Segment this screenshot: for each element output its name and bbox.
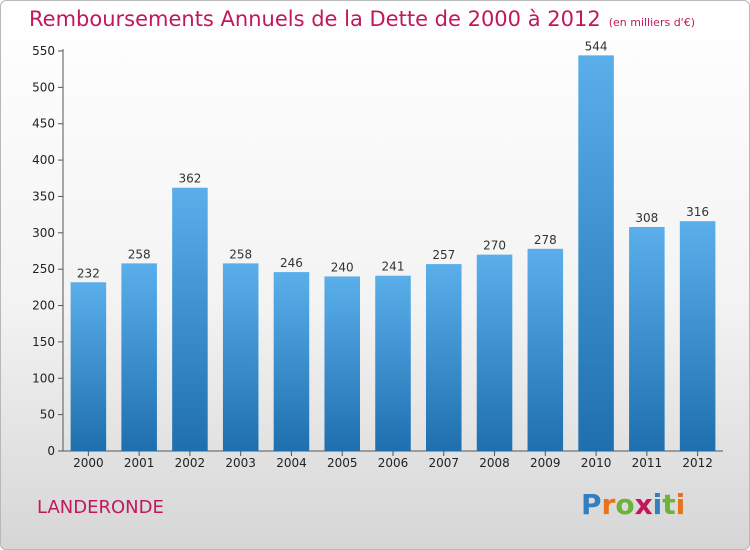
x-tick-label: 2006 [378,456,409,470]
bar [679,221,716,451]
logo-letter: i [675,488,686,521]
logo-letter: t [662,488,676,521]
chart-title: Remboursements Annuels de la Dette de 20… [29,7,695,31]
chart-y-tick-labels: 0 50 100 150 200 250 300 350 400 450 500 550 [32,44,55,458]
bar-value-label: 258 [229,247,252,261]
y-tick-label: 250 [32,262,55,276]
y-tick-label: 550 [32,44,55,58]
bar-value-label: 316 [686,205,709,219]
x-tick-label: 2012 [682,456,713,470]
bar [324,276,360,451]
y-tick-label: 500 [32,80,55,94]
chart-title-text: Remboursements Annuels de la Dette de 20… [29,7,601,31]
x-tick-label: 2009 [530,456,561,470]
bar-value-label: 308 [635,211,658,225]
bar-value-label: 232 [77,266,100,280]
bar-value-label: 257 [432,248,455,262]
y-tick-label: 100 [32,371,55,385]
bar [273,272,310,451]
x-tick-label: 2004 [276,456,307,470]
bar [222,263,259,451]
y-tick-label: 350 [32,189,55,203]
bar [426,264,462,451]
x-tick-label: 2002 [175,456,206,470]
logo-letter: i [652,488,663,521]
logo-letter: r [601,488,616,521]
bar [70,282,107,451]
chart-subtitle: (en milliers d'€) [608,16,695,29]
bar [172,187,208,451]
bar-value-label: 240 [331,260,354,274]
y-tick-label: 0 [47,444,55,458]
logo-letter: x [634,488,653,521]
bar [375,275,411,451]
x-tick-label: 2010 [581,456,612,470]
x-tick-label: 2005 [327,456,358,470]
y-tick-label: 300 [32,226,55,240]
proxiti-logo: Proxiti [581,488,685,521]
bar [527,248,564,451]
chart-x-tick-labels: 2000 2001 2002 2003 2004 2005 2006 2007 2008 2009… [73,456,713,470]
x-tick-label: 2003 [225,456,256,470]
bar-value-label: 258 [128,247,151,261]
x-tick-label: 2011 [632,456,663,470]
y-tick-label: 50 [40,408,55,422]
bar-value-label: 544 [585,39,608,53]
commune-name: LANDERONDE [37,497,164,518]
bar [578,55,614,451]
bar [121,263,157,451]
bar-value-label: 270 [483,239,506,253]
logo-letter: o [615,488,635,521]
x-tick-label: 2001 [124,456,155,470]
bar-value-label: 241 [382,260,405,274]
bar-value-label: 278 [534,233,557,247]
bar [629,227,665,451]
x-tick-label: 2007 [428,456,459,470]
logo-letter: P [581,488,602,521]
bar-value-label: 246 [280,256,303,270]
y-tick-label: 200 [32,299,55,313]
x-tick-label: 2008 [479,456,510,470]
y-tick-label: 150 [32,335,55,349]
x-tick-label: 2000 [73,456,104,470]
y-tick-label: 450 [32,117,55,131]
bar [476,254,513,451]
chart-data-labels: 232 258 362 258 246 240 241 257 270 278 544 308 316 [77,39,709,280]
y-tick-label: 400 [32,153,55,167]
bar-value-label: 362 [178,172,201,186]
chart-bars [70,55,716,451]
